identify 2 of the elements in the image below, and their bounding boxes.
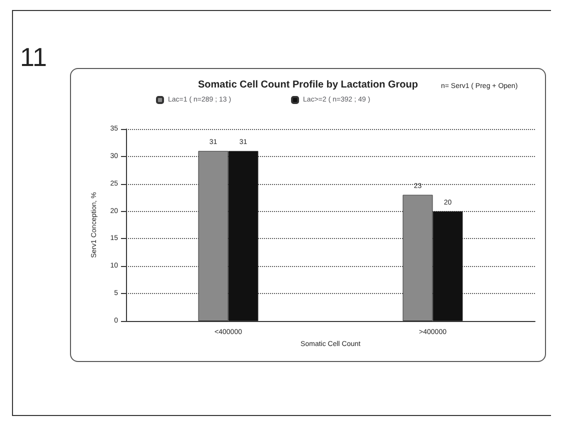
chart-title: Somatic Cell Count Profile by Lactation Group bbox=[198, 80, 418, 90]
text: 11 bbox=[20, 42, 47, 73]
